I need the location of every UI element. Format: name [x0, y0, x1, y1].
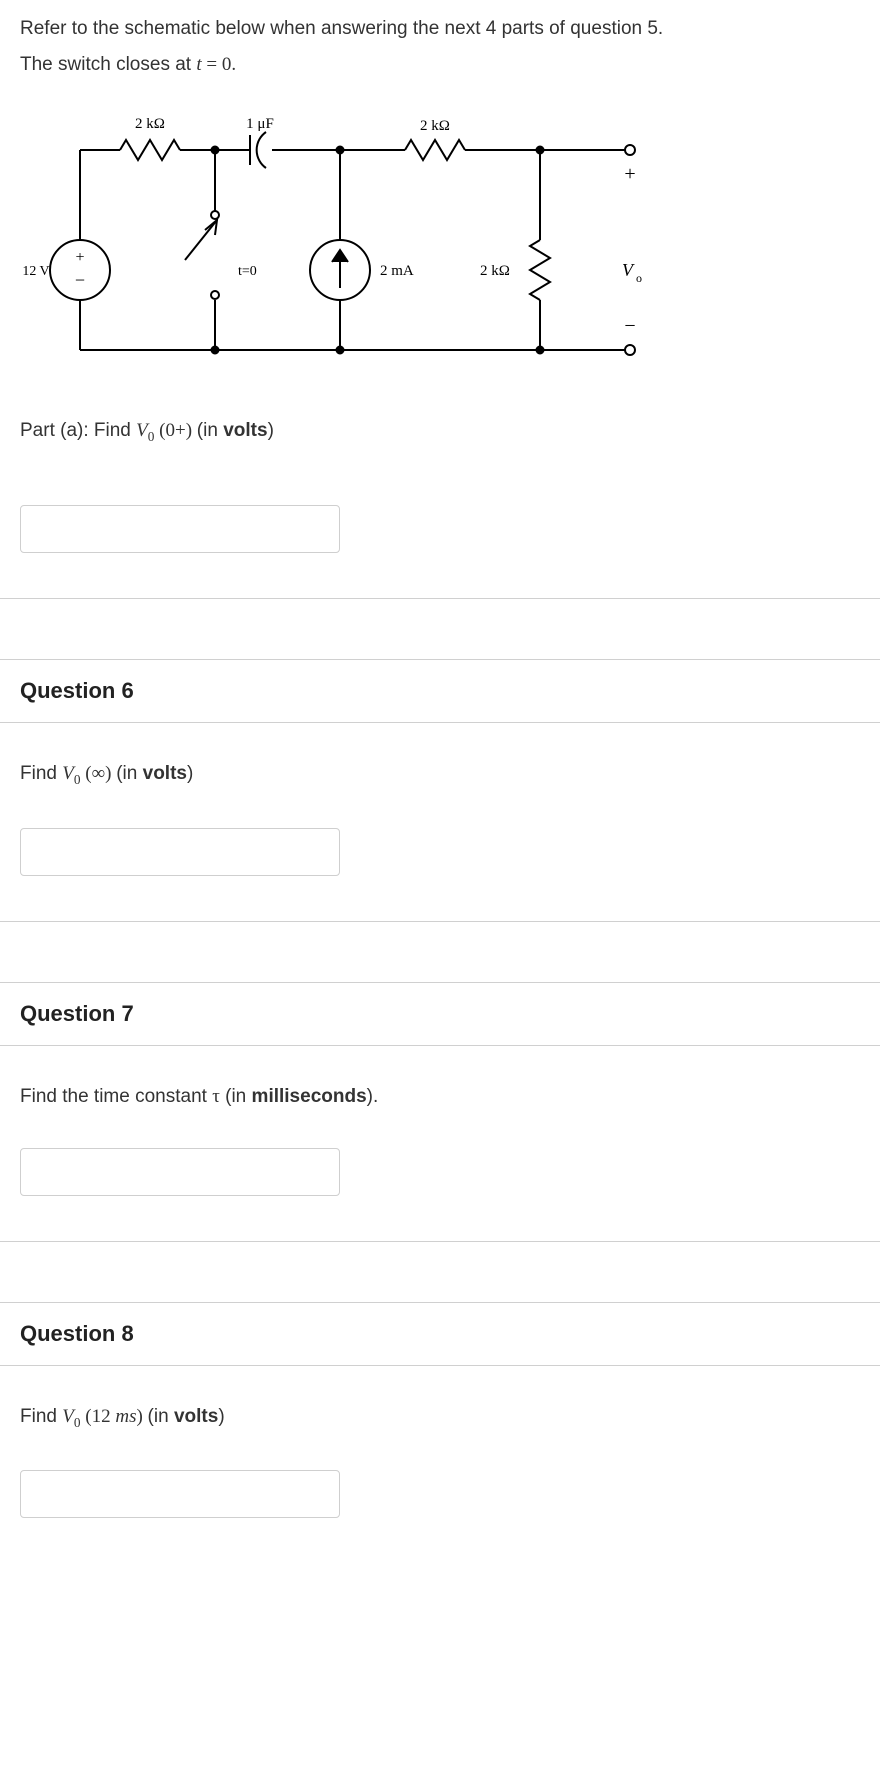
divider: [0, 1241, 880, 1242]
question-7-body: Find the time constant τ (in millisecond…: [0, 1046, 880, 1118]
question-7-answer-input[interactable]: [20, 1148, 340, 1196]
vo-minus: −: [624, 315, 635, 337]
r2-top-label: 2 kΩ: [420, 118, 450, 134]
divider: [0, 921, 880, 922]
intro-block: Refer to the schematic below when answer…: [0, 0, 880, 100]
question-8-answer-input[interactable]: [20, 1470, 340, 1518]
divider: [0, 598, 880, 599]
part-a-prompt: Part (a): Find V0 (0+) (in volts): [0, 410, 880, 475]
intro-line-1: Refer to the schematic below when answer…: [20, 18, 860, 40]
question-6: Question 6 Find V0 (∞) (in volts): [0, 659, 880, 876]
question-6-answer-input[interactable]: [20, 828, 340, 876]
question-7: Question 7 Find the time constant τ (in …: [0, 982, 880, 1196]
question-8: Question 8 Find V0 (12 ms) (in volts): [0, 1302, 880, 1519]
vo-label: V: [622, 260, 635, 280]
question-6-header: Question 6: [0, 659, 880, 723]
question-6-body: Find V0 (∞) (in volts): [0, 723, 880, 798]
svg-text:−: −: [75, 270, 85, 290]
intro-line-2: The switch closes at t = 0.: [20, 54, 860, 76]
r3-label: 2 kΩ: [480, 263, 510, 279]
is-label: 2 mA: [380, 263, 414, 279]
circuit-schematic: + − 2 kΩ 1 μF 2 kΩ 12 V t=0 2 mA 2 kΩ + …: [0, 100, 880, 410]
switch-label: t=0: [238, 264, 257, 279]
vo-plus: +: [624, 163, 635, 185]
vo-label-sub: o: [636, 271, 642, 285]
question-7-header: Question 7: [0, 982, 880, 1046]
question-8-header: Question 8: [0, 1302, 880, 1366]
question-8-body: Find V0 (12 ms) (in volts): [0, 1366, 880, 1441]
c-label: 1 μF: [246, 116, 274, 132]
svg-text:+: +: [75, 249, 84, 266]
vs-label: 12 V: [22, 264, 49, 279]
part-a-answer-input[interactable]: [20, 505, 340, 553]
r1-label: 2 kΩ: [135, 116, 165, 132]
